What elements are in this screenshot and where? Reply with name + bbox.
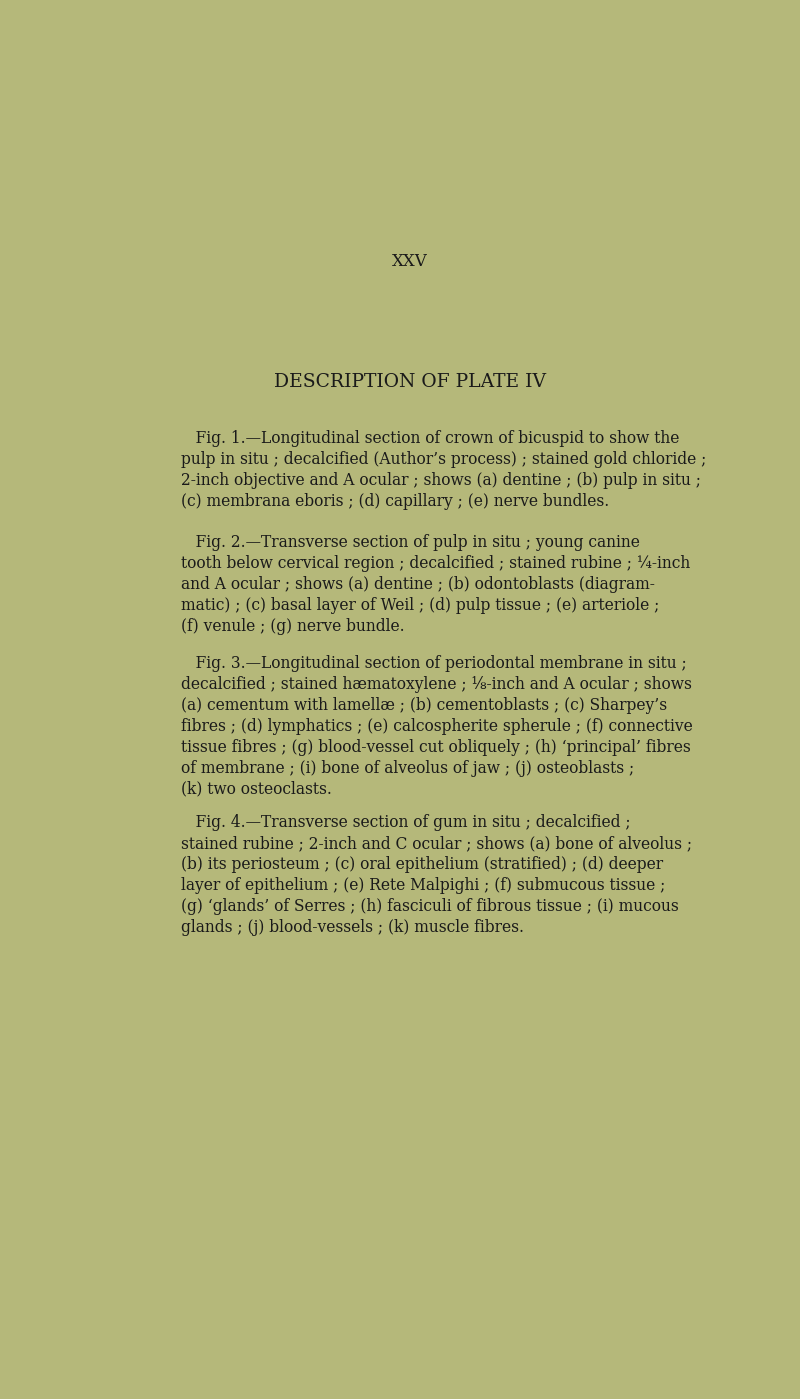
Text: (c) membrana eboris ; (d) capillary ; (e) nerve bundles.: (c) membrana eboris ; (d) capillary ; (e…: [181, 492, 609, 509]
Text: decalcified ; stained hæmatoxylene ; ⅛-inch and A ocular ; shows: decalcified ; stained hæmatoxylene ; ⅛-i…: [181, 676, 691, 693]
Text: DESCRIPTION OF PLATE IV: DESCRIPTION OF PLATE IV: [274, 372, 546, 390]
Text: of membrane ; (i) bone of alveolus of jaw ; (j) osteoblasts ;: of membrane ; (i) bone of alveolus of ja…: [181, 760, 634, 776]
Text: (k) two osteoclasts.: (k) two osteoclasts.: [181, 781, 331, 797]
Text: glands ; (j) blood-vessels ; (k) muscle fibres.: glands ; (j) blood-vessels ; (k) muscle …: [181, 919, 524, 936]
Text: 2-inch objective and A ocular ; shows (a) dentine ; (b) pulp in situ ;: 2-inch objective and A ocular ; shows (a…: [181, 471, 701, 488]
Text: Fig. 3.—Longitudinal section of periodontal membrane in situ ;: Fig. 3.—Longitudinal section of periodon…: [181, 655, 686, 672]
Text: Fig. 1.—Longitudinal section of crown of bicuspid to show the: Fig. 1.—Longitudinal section of crown of…: [181, 429, 679, 446]
Text: and A ocular ; shows (a) dentine ; (b) odontoblasts (diagram-: and A ocular ; shows (a) dentine ; (b) o…: [181, 576, 654, 593]
Text: Fig. 2.—Transverse section of pulp in situ ; young canine: Fig. 2.—Transverse section of pulp in si…: [181, 534, 639, 551]
Text: fibres ; (d) lymphatics ; (e) calcospherite spherule ; (f) connective: fibres ; (d) lymphatics ; (e) calcospher…: [181, 718, 692, 734]
Text: matic) ; (c) basal layer of Weil ; (d) pulp tissue ; (e) arteriole ;: matic) ; (c) basal layer of Weil ; (d) p…: [181, 597, 659, 614]
Text: layer of epithelium ; (e) Rete Malpighi ; (f) submucous tissue ;: layer of epithelium ; (e) Rete Malpighi …: [181, 877, 665, 894]
Text: (a) cementum with lamellæ ; (b) cementoblasts ; (c) Sharpey’s: (a) cementum with lamellæ ; (b) cementob…: [181, 697, 666, 713]
Text: (g) ‘glands’ of Serres ; (h) fasciculi of fibrous tissue ; (i) mucous: (g) ‘glands’ of Serres ; (h) fasciculi o…: [181, 898, 678, 915]
Text: XXV: XXV: [392, 253, 428, 270]
Text: pulp in situ ; decalcified (Author’s process) ; stained gold chloride ;: pulp in situ ; decalcified (Author’s pro…: [181, 450, 706, 467]
Text: (b) its periosteum ; (c) oral epithelium (stratified) ; (d) deeper: (b) its periosteum ; (c) oral epithelium…: [181, 856, 662, 873]
Text: stained rubine ; 2-inch and C ocular ; shows (a) bone of alveolus ;: stained rubine ; 2-inch and C ocular ; s…: [181, 835, 692, 852]
Text: tissue fibres ; (g) blood-vessel cut obliquely ; (h) ‘principal’ fibres: tissue fibres ; (g) blood-vessel cut obl…: [181, 739, 690, 755]
Text: Fig. 4.—Transverse section of gum in situ ; decalcified ;: Fig. 4.—Transverse section of gum in sit…: [181, 814, 630, 831]
Text: tooth below cervical region ; decalcified ; stained rubine ; ¼-inch: tooth below cervical region ; decalcifie…: [181, 555, 690, 572]
Text: (f) venule ; (g) nerve bundle.: (f) venule ; (g) nerve bundle.: [181, 618, 404, 635]
